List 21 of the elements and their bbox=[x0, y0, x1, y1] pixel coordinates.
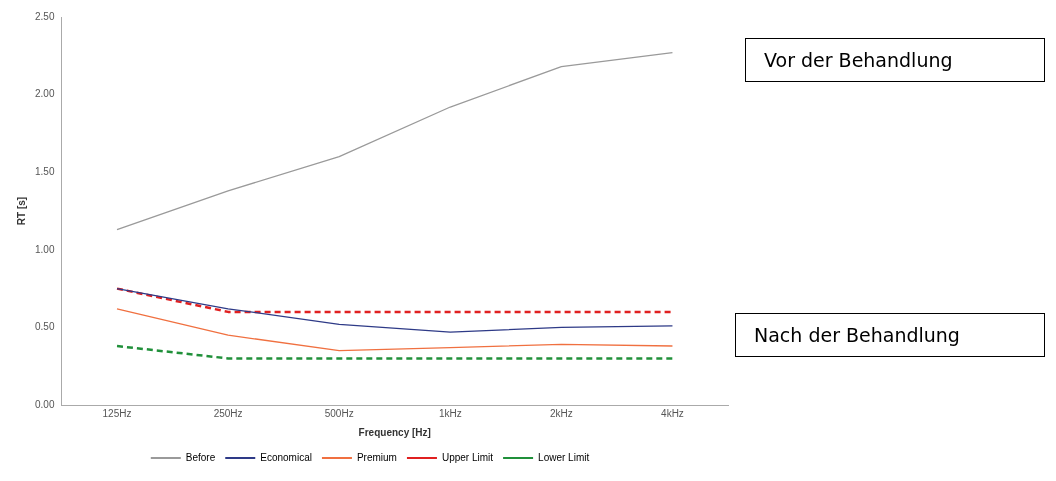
y-tick-label: 1.00 bbox=[34, 243, 55, 255]
x-tick-label: 125Hz bbox=[102, 407, 132, 419]
y-tick-label: 0.00 bbox=[34, 398, 55, 410]
text: Vor der Behandlung bbox=[745, 38, 1045, 82]
y-tick-label: 2.50 bbox=[34, 10, 55, 22]
text: Nach der Behandlung bbox=[735, 313, 1045, 357]
legend-label: Economical bbox=[260, 451, 312, 463]
y-tick-label: 2.00 bbox=[34, 88, 55, 100]
legend-label: Premium bbox=[356, 451, 397, 463]
legend-label: Upper Limit bbox=[441, 451, 494, 463]
y-tick-label: 0.50 bbox=[34, 321, 55, 333]
x-tick-label: 4kHz bbox=[661, 407, 684, 419]
x-tick-label: 2kHz bbox=[549, 407, 573, 419]
legend-label: Lower Limit bbox=[538, 451, 590, 463]
y-axis-title: RT [s] bbox=[15, 196, 27, 226]
x-tick-label: 1kHz bbox=[438, 407, 462, 419]
x-tick-label: 250Hz bbox=[213, 407, 243, 419]
x-tick-label: 500Hz bbox=[324, 407, 354, 419]
y-tick-label: 1.50 bbox=[34, 165, 55, 177]
x-axis-title: Frequency [Hz] bbox=[358, 426, 431, 438]
legend-label: Before bbox=[185, 451, 216, 463]
